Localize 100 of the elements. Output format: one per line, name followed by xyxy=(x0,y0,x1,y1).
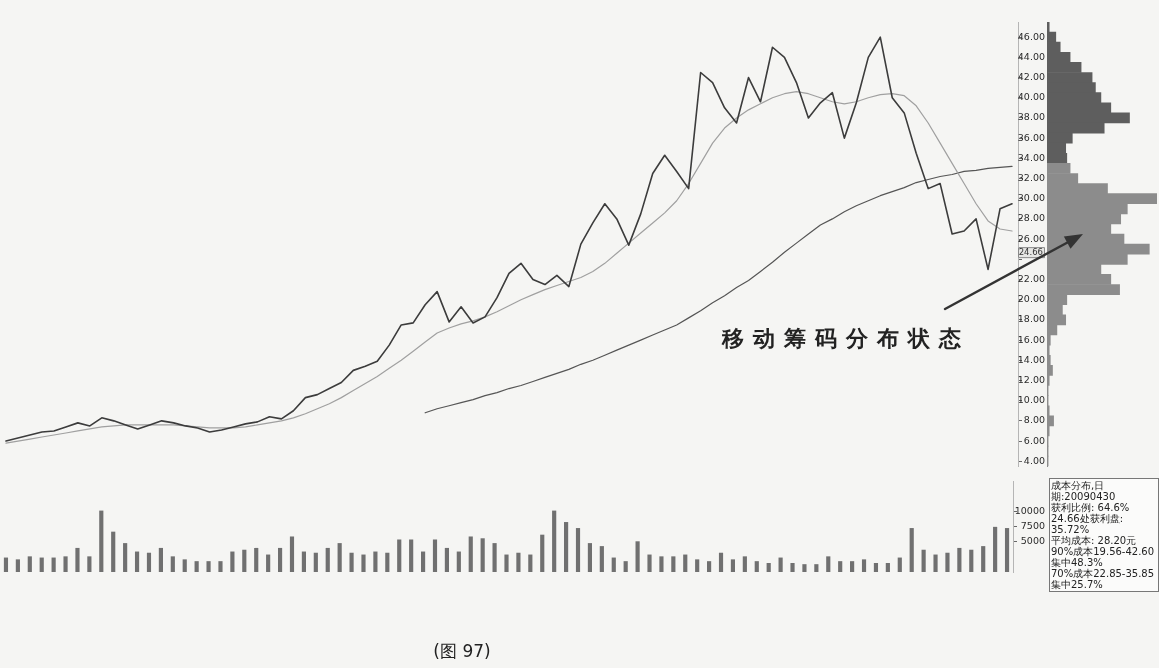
y-tick-label: 7500 xyxy=(1020,520,1045,532)
bar xyxy=(409,539,414,572)
bar xyxy=(754,561,759,572)
bar xyxy=(790,562,795,572)
bar xyxy=(492,543,497,572)
bar xyxy=(146,552,152,572)
bar xyxy=(385,552,390,572)
y-tick-label: 6.00 xyxy=(1023,434,1045,446)
bar xyxy=(111,531,116,572)
bar xyxy=(289,536,295,572)
bar xyxy=(123,543,128,572)
y-tick-label: 42.00 xyxy=(1017,71,1045,83)
y-tick-label: 4.00 xyxy=(1023,454,1045,466)
bar xyxy=(397,539,402,572)
text: 70%成本22.85-35.85集中25.7% xyxy=(1051,568,1156,590)
bar xyxy=(170,556,175,572)
bar xyxy=(468,536,473,572)
bar xyxy=(51,557,56,572)
bar xyxy=(528,554,533,572)
bar xyxy=(230,551,235,572)
bar xyxy=(993,526,998,572)
bar xyxy=(659,556,664,572)
bar xyxy=(897,557,902,572)
bar xyxy=(242,549,247,572)
bar xyxy=(540,534,545,572)
bar xyxy=(742,556,747,572)
y-tick-label: 36.00 xyxy=(1017,131,1045,143)
y-tick-label: 18.00 xyxy=(1017,313,1045,325)
y-tick-label: 16.00 xyxy=(1017,333,1045,345)
bar xyxy=(838,561,843,572)
bar xyxy=(647,554,652,572)
bar xyxy=(134,551,140,572)
bar xyxy=(432,539,438,572)
bar xyxy=(826,556,831,572)
bar xyxy=(933,554,938,572)
bar xyxy=(361,554,366,572)
bar xyxy=(158,547,163,572)
bar xyxy=(194,561,199,572)
bar xyxy=(850,561,855,572)
bar xyxy=(325,547,330,572)
bar xyxy=(552,510,557,572)
bar xyxy=(254,547,259,572)
bar xyxy=(39,557,44,572)
bar xyxy=(599,546,604,572)
y-tick-label: 26.00 xyxy=(1017,232,1045,244)
y-tick-label: 32.00 xyxy=(1017,171,1045,183)
bar xyxy=(587,543,593,572)
y-tick-label: 10000 xyxy=(1014,505,1045,517)
text: (图 97) xyxy=(433,640,491,663)
y-tick-label: 8.00 xyxy=(1023,414,1045,426)
y-tick-label: 40.00 xyxy=(1017,91,1045,103)
bar xyxy=(373,551,378,572)
bar xyxy=(707,561,712,572)
bar xyxy=(182,559,187,572)
bar xyxy=(683,554,688,572)
y-tick-label: 22.00 xyxy=(1017,272,1045,284)
y-tick-label: 38.00 xyxy=(1017,111,1045,123)
y-tick-label: 44.00 xyxy=(1017,50,1045,62)
bar xyxy=(1004,528,1010,572)
bar xyxy=(564,522,569,572)
bar xyxy=(456,551,461,572)
y-tick-label: 34.00 xyxy=(1017,151,1045,163)
text: 平均成本: 28.20元 xyxy=(1051,535,1138,546)
bar xyxy=(99,510,104,572)
y-tick-label: 10.00 xyxy=(1017,394,1045,406)
bar xyxy=(885,562,890,572)
bar xyxy=(420,551,426,572)
text: 成本分布,日期:20090430 xyxy=(1051,480,1117,502)
bar xyxy=(313,552,318,572)
bar xyxy=(802,564,807,572)
bar xyxy=(909,528,914,572)
bar xyxy=(981,546,986,572)
bar xyxy=(87,556,92,572)
text: 90%成本19.56-42.60集中48.3% xyxy=(1051,546,1156,568)
bar xyxy=(63,556,68,572)
text: 24.66处获利盘: 35.72% xyxy=(1051,513,1124,535)
bar xyxy=(623,561,628,572)
bar xyxy=(444,547,449,572)
text: 获利比例: 64.6% xyxy=(1051,502,1131,513)
bar xyxy=(671,556,676,572)
bar xyxy=(921,549,926,572)
bar xyxy=(277,547,283,572)
y-tick-label: 5000 xyxy=(1020,535,1045,547)
y-tick-label: 20.00 xyxy=(1017,293,1045,305)
bar xyxy=(778,557,783,572)
bar xyxy=(611,557,616,572)
bar xyxy=(718,552,724,572)
bar xyxy=(861,559,867,572)
bar xyxy=(575,528,581,572)
bar xyxy=(730,559,736,572)
bar xyxy=(516,552,521,572)
y-tick-label: 46.00 xyxy=(1017,30,1045,42)
bar xyxy=(635,541,640,572)
bar xyxy=(349,552,354,572)
bar xyxy=(27,556,32,572)
bar xyxy=(504,554,509,572)
y-tick-label: 14.00 xyxy=(1017,353,1045,365)
bar xyxy=(301,551,306,572)
annotation: 移动筹码分布状态 xyxy=(721,326,970,351)
bar xyxy=(218,561,223,572)
